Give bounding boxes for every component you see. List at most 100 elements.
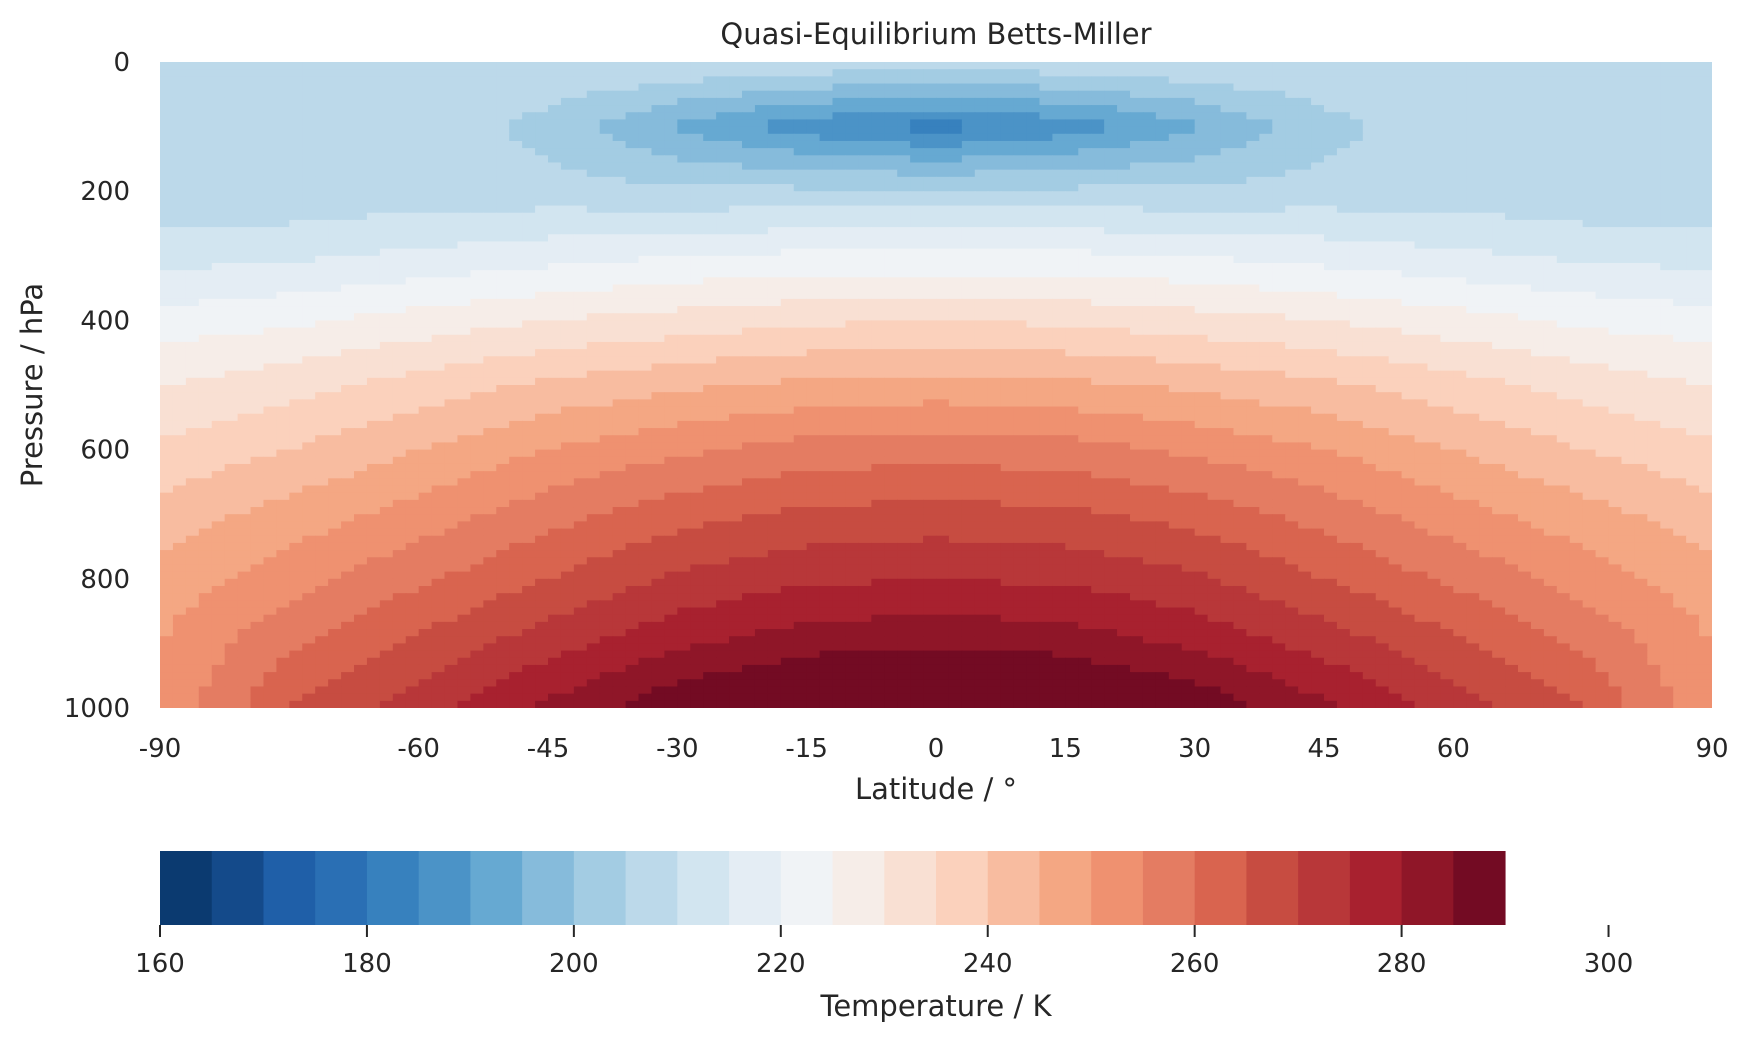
contour-cell — [612, 140, 627, 149]
contour-cell — [1660, 255, 1674, 264]
contour-cell — [729, 356, 743, 365]
contour-cell — [483, 83, 497, 92]
contour-cell — [509, 219, 523, 228]
contour-cell — [1117, 241, 1131, 250]
contour-cell — [1013, 140, 1028, 149]
contour-cell — [237, 284, 252, 293]
contour-cell — [1039, 356, 1053, 365]
contour-cell — [1401, 291, 1416, 300]
contour-cell — [1324, 327, 1338, 336]
contour-cell — [1168, 234, 1183, 243]
contour-cell — [1065, 284, 1079, 293]
contour-cell — [987, 148, 1002, 156]
contour-cell — [612, 227, 627, 235]
contour-cell — [237, 277, 252, 286]
contour-cell — [237, 62, 252, 70]
contour-cell — [936, 155, 950, 164]
contour-cell — [586, 298, 601, 307]
contour-cell — [224, 119, 239, 128]
contour-cell — [729, 105, 743, 113]
contour-cell — [1569, 198, 1584, 207]
contour-cell — [1453, 277, 1467, 286]
contour-cell — [961, 148, 976, 156]
contour-cell — [1311, 270, 1325, 278]
contour-cell — [1298, 62, 1312, 70]
contour-cell — [392, 241, 407, 250]
contour-cell — [1427, 212, 1441, 221]
contour-cell — [651, 119, 665, 128]
contour-cell — [1518, 119, 1532, 128]
contour-cell — [793, 205, 808, 214]
contour-cell — [677, 284, 691, 293]
contour-cell — [392, 327, 407, 336]
contour-cell — [1311, 112, 1325, 121]
contour-cell — [1349, 162, 1364, 171]
contour-cell — [612, 313, 627, 321]
contour-cell — [703, 126, 717, 135]
contour-cell — [1142, 97, 1157, 106]
contour-cell — [1117, 140, 1131, 149]
contour-cell — [1311, 341, 1325, 350]
contour-cell — [185, 298, 200, 307]
contour-cell — [560, 119, 575, 128]
contour-cell — [987, 320, 1002, 329]
contour-cell — [1673, 262, 1687, 271]
contour-cell — [1233, 112, 1247, 121]
contour-cell — [1492, 284, 1506, 293]
contour-cell — [560, 205, 575, 214]
contour-cell — [1052, 327, 1066, 336]
contour-cell — [1362, 126, 1377, 135]
contour-cell — [418, 356, 433, 365]
contour-cell — [457, 320, 471, 329]
contour-cell — [224, 69, 239, 77]
contour-cell — [263, 176, 277, 185]
contour-cell — [832, 76, 847, 85]
contour-cell — [1362, 320, 1377, 329]
contour-cell — [1505, 169, 1519, 178]
chart-title: Quasi-Equilibrium Betts-Miller — [720, 17, 1151, 51]
contour-cell — [509, 349, 523, 357]
contour-cell — [548, 262, 562, 271]
contour-cell — [1078, 241, 1092, 250]
contour-cell — [405, 327, 420, 336]
contour-cell — [198, 334, 213, 343]
contour-cell — [328, 140, 342, 149]
contour-cell — [496, 148, 510, 156]
contour-cell — [1453, 184, 1467, 192]
contour-cell — [276, 169, 290, 178]
contour-cell — [897, 162, 911, 171]
contour-cell — [1582, 155, 1597, 164]
contour-cell — [910, 270, 924, 278]
contour-cell — [354, 198, 368, 207]
contour-cell — [845, 148, 859, 156]
contour-cell — [690, 349, 704, 357]
contour-cell — [716, 284, 730, 293]
contour-cell — [211, 212, 226, 221]
contour-cell — [418, 184, 433, 192]
contour-cell — [1595, 126, 1610, 135]
contour-cell — [573, 97, 588, 106]
contour-cell — [573, 62, 588, 70]
contour-cell — [548, 284, 562, 293]
contour-cell — [832, 334, 847, 343]
contour-cell — [1479, 112, 1493, 121]
contour-cell — [1052, 126, 1066, 135]
contour-cell — [754, 133, 769, 142]
contour-cell — [1543, 62, 1558, 70]
contour-cell — [315, 313, 329, 321]
contour-cell — [224, 313, 239, 321]
contour-cell — [237, 334, 252, 343]
contour-cell — [302, 277, 316, 286]
contour-cell — [1000, 277, 1015, 286]
contour-cell — [418, 248, 433, 257]
contour-cell — [1130, 349, 1144, 357]
contour-cell — [948, 356, 963, 365]
contour-cell — [1272, 349, 1286, 357]
contour-cell — [1634, 327, 1648, 336]
contour-cell — [250, 255, 265, 264]
contour-cell — [1686, 255, 1700, 264]
contour-cell — [470, 148, 484, 156]
contour-cell — [987, 97, 1002, 106]
contour-cell — [573, 219, 588, 228]
contour-cell — [224, 169, 239, 178]
